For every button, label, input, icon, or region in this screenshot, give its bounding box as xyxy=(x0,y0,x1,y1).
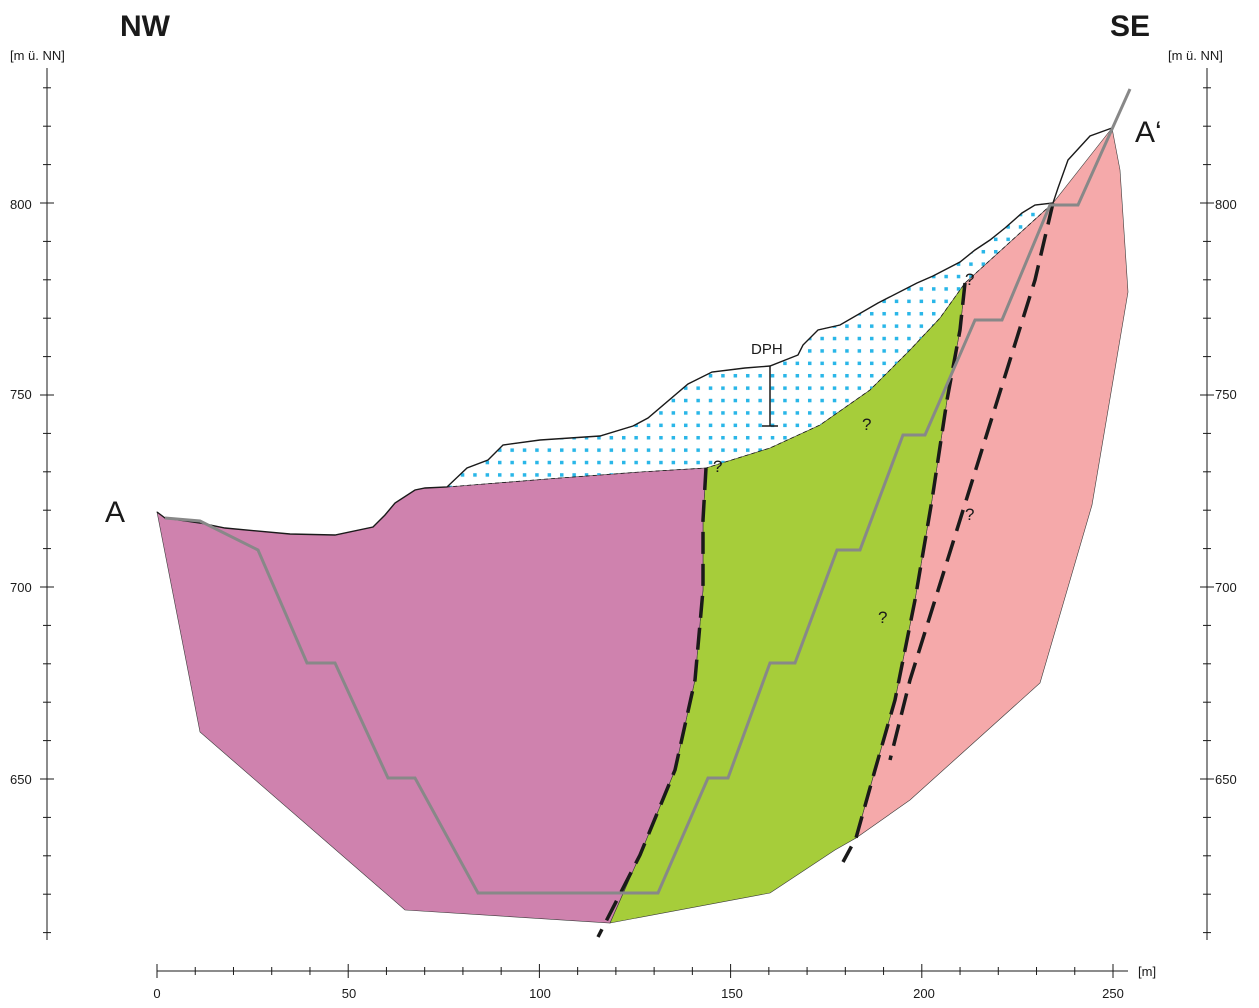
x-axis-unit: [m] xyxy=(1138,964,1156,979)
x-tick-label-250: 250 xyxy=(1102,986,1124,1001)
left-tick-label-800: 800 xyxy=(10,197,32,212)
right-axis-unit: [m ü. NN] xyxy=(1168,48,1223,63)
question-mark-green-upper: ? xyxy=(862,415,871,434)
x-tick-label-200: 200 xyxy=(913,986,935,1001)
nw-orientation-label: NW xyxy=(120,10,171,43)
terrain-surface-line xyxy=(156,127,1113,536)
dph-marker xyxy=(762,366,778,427)
question-mark-east-fault: ? xyxy=(965,505,974,524)
dph-label: DPH xyxy=(751,341,783,358)
question-mark-green-lower: ? xyxy=(878,608,887,627)
fault-line-east xyxy=(888,202,1055,761)
right-tick-label-650: 650 xyxy=(1215,772,1237,787)
purple-rock-unit xyxy=(156,467,707,924)
right-tick-label-750: 750 xyxy=(1215,387,1237,402)
section-start-label: A xyxy=(105,496,125,529)
fault-line-west xyxy=(596,467,708,938)
left-tick-label-700: 700 xyxy=(10,580,32,595)
x-tick-label-50: 50 xyxy=(342,986,356,1001)
x-tick-label-0: 0 xyxy=(153,986,160,1001)
question-mark-central-fault-top: ? xyxy=(965,270,974,289)
section-end-label: A‘ xyxy=(1135,116,1162,149)
section-trajectory-line xyxy=(164,88,1132,895)
fault-line-central xyxy=(841,282,967,863)
right-tick-label-800: 800 xyxy=(1215,197,1237,212)
x-tick-label-100: 100 xyxy=(529,986,551,1001)
left-axis-unit: [m ü. NN] xyxy=(10,48,65,63)
x-tick-label-150: 150 xyxy=(721,986,743,1001)
question-mark-west-fault: ? xyxy=(713,457,722,476)
left-tick-label-750: 750 xyxy=(10,387,32,402)
right-tick-label-700: 700 xyxy=(1215,580,1237,595)
se-orientation-label: SE xyxy=(1110,10,1150,43)
left-tick-label-650: 650 xyxy=(10,772,32,787)
